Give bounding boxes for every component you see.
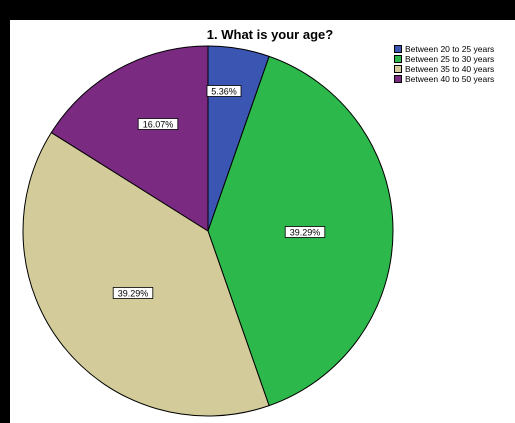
legend-item: Between 20 to 25 years xyxy=(394,44,494,54)
chart-title: 1. What is your age? xyxy=(206,27,334,42)
data-label: 39.29% xyxy=(118,288,149,298)
pie-slices xyxy=(22,45,394,417)
legend-swatch xyxy=(394,45,402,53)
legend-label: Between 25 to 30 years xyxy=(405,54,495,64)
legend-item: Between 25 to 30 years xyxy=(394,54,494,64)
legend-label: Between 20 to 25 years xyxy=(405,44,495,54)
legend-swatch xyxy=(394,65,402,73)
legend-label: Between 40 to 50 years xyxy=(405,74,495,84)
pie-labels: 5.36% 39.29% 39.29% 16.07% xyxy=(112,85,326,299)
data-label-box xyxy=(284,226,326,238)
data-label-box xyxy=(112,287,154,299)
data-label: 16.07% xyxy=(143,119,174,129)
data-label-box xyxy=(137,118,179,130)
legend-swatch xyxy=(394,55,402,63)
legend-item: Between 35 to 40 years xyxy=(394,64,494,74)
legend-swatch xyxy=(394,75,402,83)
data-label: 5.36% xyxy=(211,86,237,96)
data-label-box xyxy=(206,85,242,97)
data-label: 39.29% xyxy=(290,227,321,237)
legend-item: Between 40 to 50 years xyxy=(394,74,494,84)
chart-legend: Between 20 to 25 years Between 25 to 30 y… xyxy=(394,44,494,84)
pie-slice xyxy=(50,45,209,232)
pie-slice xyxy=(22,131,270,417)
legend-label: Between 35 to 40 years xyxy=(405,64,495,74)
